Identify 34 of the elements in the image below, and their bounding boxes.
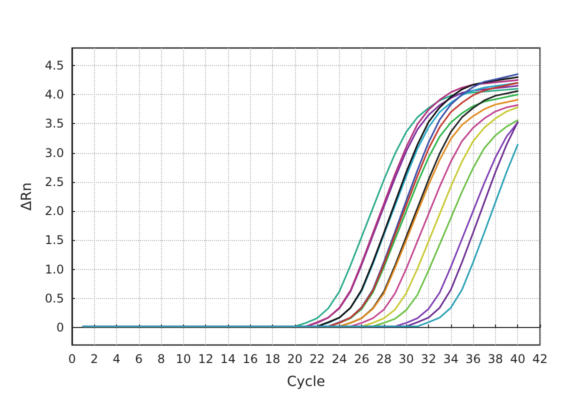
y-tick-label: 2.5 — [44, 174, 64, 189]
x-tick-label: 6 — [135, 352, 143, 366]
y-tick-label: 4.5 — [44, 58, 64, 72]
x-tick-label: 26 — [354, 352, 370, 366]
y-axis-title: ΔRn — [19, 182, 35, 211]
y-tick-label: 1.5 — [44, 233, 64, 248]
x-tick-label: 22 — [310, 352, 325, 366]
y-tick-label: 4.0 — [44, 88, 64, 102]
x-tick-label: 2 — [90, 352, 98, 366]
y-tick-label: 2.0 — [44, 204, 64, 218]
x-tick-label: 10 — [176, 352, 192, 366]
x-tick-label: 14 — [220, 352, 236, 366]
x-tick-label: 18 — [264, 352, 280, 366]
x-tick-label: 16 — [242, 352, 258, 366]
x-tick-label: 24 — [332, 352, 348, 366]
x-tick-label: 28 — [376, 352, 392, 366]
y-tick-label: 3.5 — [44, 116, 64, 131]
x-tick-label: 38 — [488, 352, 504, 366]
y-tick-label: 0.5 — [44, 291, 64, 306]
y-tick-label: 1.0 — [44, 262, 64, 276]
y-tick-label: 3.0 — [44, 146, 64, 160]
x-tick-label: 12 — [198, 352, 214, 366]
x-tick-label: 42 — [532, 352, 548, 366]
x-tick-label: 0 — [68, 352, 76, 366]
x-tick-label: 30 — [398, 352, 414, 366]
x-axis-title: Cycle — [286, 374, 326, 390]
x-tick-label: 34 — [443, 352, 458, 366]
x-tick-label: 32 — [420, 352, 436, 366]
x-tick-label: 4 — [112, 352, 120, 366]
x-tick-label: 40 — [510, 352, 526, 366]
y-tick-label: 0 — [56, 320, 64, 335]
x-tick-label: 36 — [466, 352, 481, 366]
x-tick-label: 20 — [287, 352, 302, 366]
x-tick-label: 8 — [157, 352, 165, 366]
